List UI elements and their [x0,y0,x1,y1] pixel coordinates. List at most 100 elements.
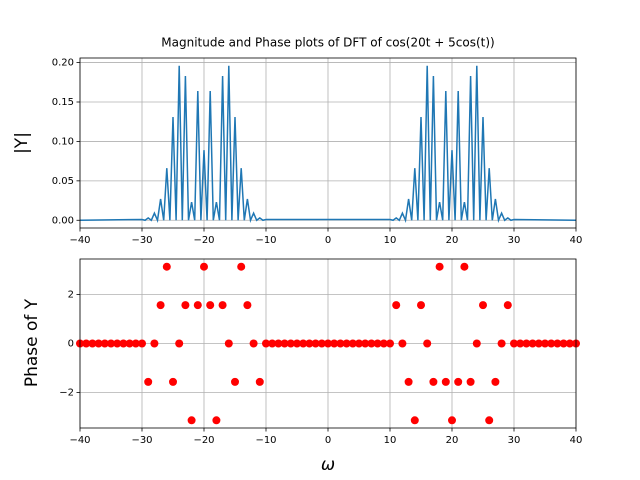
point [268,339,277,348]
y-tick-label: 2 [68,290,74,301]
point [429,377,438,386]
x-tick-label: 0 [325,235,331,246]
x-tick-label: −30 [131,235,152,246]
point [386,339,394,348]
point [379,339,388,348]
point [559,339,568,348]
x-tick-label: 40 [570,235,583,246]
point [330,339,339,348]
point [150,339,159,348]
point [541,339,549,348]
point [565,339,574,348]
y-tick-label: 0.20 [52,58,74,69]
point [262,339,270,348]
point [392,301,401,310]
x-tick-label: −10 [255,235,276,246]
x-tick-label: −40 [69,435,90,446]
x-tick-label: 20 [446,435,459,446]
y-tick-label: 0.05 [52,176,74,187]
point [175,339,184,348]
y-axis-label: |Y| [12,132,32,154]
point [355,339,363,348]
x-tick-label: 20 [446,235,459,246]
point [100,339,109,348]
x-tick-label: −20 [193,235,214,246]
point [367,339,376,348]
point [218,301,227,310]
point [454,377,463,386]
axes-frame [79,258,577,429]
point [516,339,525,348]
x-tick-label: 10 [384,235,397,246]
point [138,339,146,348]
point [94,339,103,348]
point [324,339,332,348]
point [410,416,419,425]
point [113,339,122,348]
point [547,339,556,348]
point [286,339,295,348]
point [224,339,233,348]
point [485,416,494,425]
point [497,339,506,348]
point [274,339,283,348]
point [423,339,432,348]
point [293,339,301,348]
y-tick-label: 0.00 [52,215,74,226]
point [472,339,481,348]
y-tick-label: 0 [68,339,74,350]
point [131,339,140,348]
point [553,339,562,348]
y-tick-label: −2 [59,387,74,398]
point [348,339,357,348]
point [255,377,264,386]
x-tick-label: 0 [325,435,331,446]
point [187,416,196,425]
point [119,339,128,348]
x-tick-label: 10 [384,435,397,446]
point [169,377,177,386]
point [466,377,475,386]
point [534,339,543,348]
point [528,339,537,348]
point [162,262,171,271]
point [373,339,382,348]
point [212,416,221,425]
point [503,301,512,310]
point [522,339,531,348]
point [249,339,258,348]
point [311,339,320,348]
line-series [79,65,577,223]
point [231,377,239,386]
point [88,339,97,348]
point [125,339,134,348]
point [398,339,407,348]
y-tick-label: 0.10 [52,136,74,147]
point [193,301,202,310]
x-tick-label: 30 [508,235,521,246]
y-tick-label: 0.15 [52,97,74,108]
point [156,301,165,310]
x-tick-label: −30 [131,435,152,446]
point [361,339,370,348]
point [448,416,456,425]
point [404,377,413,386]
point [181,301,190,310]
point [435,262,444,271]
x-axis-label: ω [321,455,335,475]
point [479,301,487,310]
point [491,377,500,386]
point [317,339,326,348]
x-tick-label: −40 [69,235,90,246]
chart-title: Magnitude and Phase plots of DFT of cos(… [161,36,494,50]
point [441,377,450,386]
point [144,377,153,386]
x-tick-label: −20 [193,435,214,446]
point [280,339,289,348]
point [305,339,314,348]
point [299,339,308,348]
point [82,339,91,348]
y-axis-label: Phase of Y [22,298,42,387]
point [510,339,518,348]
